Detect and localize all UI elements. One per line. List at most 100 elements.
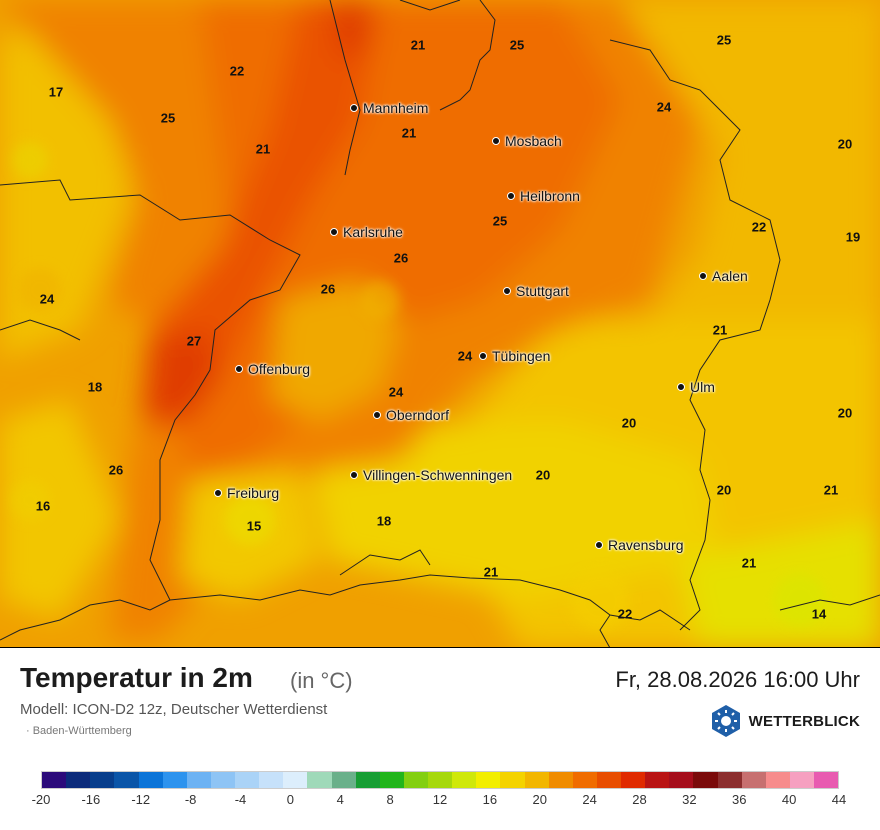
city-label: Mannheim (363, 100, 429, 116)
temperature-map: 17 22 21 25 25 25 21 21 24 20 25 22 19 26 24 26 27 21 24 18… (0, 0, 880, 648)
scale-tick-label: -4 (234, 792, 247, 807)
scale-swatch (645, 772, 670, 788)
temperature-value: 20 (837, 405, 853, 421)
temperature-value: 25 (160, 110, 176, 126)
temperature-value: 18 (376, 513, 392, 529)
scale-tick-label: 36 (732, 792, 747, 807)
temperature-value: 20 (535, 467, 551, 483)
scale-tick-label: -20 (31, 792, 51, 807)
temperature-field (0, 0, 880, 647)
city-dot-icon (492, 137, 500, 145)
city-dot-icon (479, 352, 487, 360)
scale-swatch (669, 772, 694, 788)
temperature-value: 25 (509, 37, 525, 53)
temperature-value: 25 (492, 213, 508, 229)
scale-tick-label: 28 (632, 792, 647, 807)
scale-swatch (210, 772, 235, 788)
city-label: Villingen-Schwenningen (363, 467, 513, 483)
scale-swatch (331, 772, 356, 788)
scale-swatch (717, 772, 742, 788)
city-label: Oberndorf (386, 407, 450, 423)
temperature-value: 16 (35, 498, 51, 514)
scale-swatch (66, 772, 91, 788)
scale-tick-label: 24 (582, 792, 597, 807)
temperature-value: 15 (246, 518, 262, 534)
temperature-color-scale (41, 771, 839, 789)
scale-swatch (596, 772, 621, 788)
scale-swatch (789, 772, 814, 788)
temperature-value: 20 (716, 482, 732, 498)
wetterblick-logo-icon (711, 705, 740, 737)
scale-swatch (379, 772, 404, 788)
city-marker: Ravensburg (595, 537, 684, 553)
city-label: Ravensburg (608, 537, 684, 553)
city-label: Offenburg (248, 361, 311, 377)
city-label: Aalen (712, 268, 748, 284)
temperature-value: 22 (751, 219, 767, 235)
city-marker: Freiburg (214, 485, 279, 501)
scale-swatch (428, 772, 453, 788)
temperature-value: 24 (457, 348, 473, 364)
wetterblick-brand[interactable]: WETTERBLICK (709, 704, 860, 738)
temperature-value: 24 (656, 99, 672, 115)
city-dot-icon (350, 471, 358, 479)
city-dot-icon (595, 541, 603, 549)
scale-swatch (524, 772, 549, 788)
scale-swatch (476, 772, 501, 788)
temperature-value: 26 (393, 250, 409, 266)
city-dot-icon (677, 383, 685, 391)
city-marker: Oberndorf (373, 407, 449, 423)
city-dot-icon (330, 228, 338, 236)
temperature-value: 25 (716, 32, 732, 48)
scale-swatch (114, 772, 139, 788)
scale-swatch (548, 772, 573, 788)
scale-swatch (90, 772, 115, 788)
temperature-value: 24 (388, 384, 404, 400)
city-marker: Mannheim (350, 100, 428, 116)
map-title: Temperatur in 2m (20, 662, 253, 693)
city-marker: Villingen-Schwenningen (350, 467, 512, 483)
city-dot-icon (507, 192, 515, 200)
city-label: Mosbach (505, 133, 562, 149)
temperature-value: 20 (621, 415, 637, 431)
scale-tick-label: -8 (184, 792, 197, 807)
scale-swatch (283, 772, 308, 788)
city-marker: Mosbach (492, 133, 562, 149)
unit-label: (in °C) (290, 668, 353, 693)
temperature-value: 17 (48, 84, 64, 100)
region-label: · Baden-Württemberg (26, 725, 132, 737)
scale-tick-label: 16 (482, 792, 498, 807)
scale-swatch (355, 772, 380, 788)
scale-tick-label: 32 (682, 792, 697, 807)
temperature-value: 22 (617, 606, 633, 622)
temperature-value: 21 (255, 141, 271, 157)
scale-tick-label: 8 (386, 792, 394, 807)
scale-tick-labels: -20 -16 -12 -8 -4 0 4 8 12 16 20 24 28 32 36 40 44 (32, 792, 847, 808)
temperature-value: 21 (712, 322, 728, 338)
temperature-value: 14 (811, 606, 827, 622)
scale-tick-label: 44 (831, 792, 847, 807)
scale-swatch (621, 772, 646, 788)
scale-tick-label: 4 (336, 792, 344, 807)
city-marker: Aalen (699, 268, 748, 284)
city-marker: Heilbronn (507, 188, 580, 204)
city-dot-icon (350, 104, 358, 112)
scale-swatch (259, 772, 284, 788)
scale-swatch (235, 772, 260, 788)
scale-tick-label: -16 (81, 792, 101, 807)
scale-tick-label: 40 (781, 792, 797, 807)
temperature-value: 21 (410, 37, 426, 53)
scale-tick-label: 12 (432, 792, 448, 807)
temperature-value: 20 (837, 136, 853, 152)
city-dot-icon (235, 365, 243, 373)
temperature-value: 24 (39, 291, 55, 307)
scale-tick-label: 20 (532, 792, 547, 807)
city-marker: Tübingen (479, 348, 550, 364)
scale-swatch (186, 772, 211, 788)
scale-swatch (42, 772, 67, 788)
city-marker: Stuttgart (503, 283, 569, 299)
temperature-value: 21 (741, 555, 757, 571)
city-marker: Offenburg (235, 361, 310, 377)
city-dot-icon (214, 489, 222, 497)
city-dot-icon (373, 411, 381, 419)
